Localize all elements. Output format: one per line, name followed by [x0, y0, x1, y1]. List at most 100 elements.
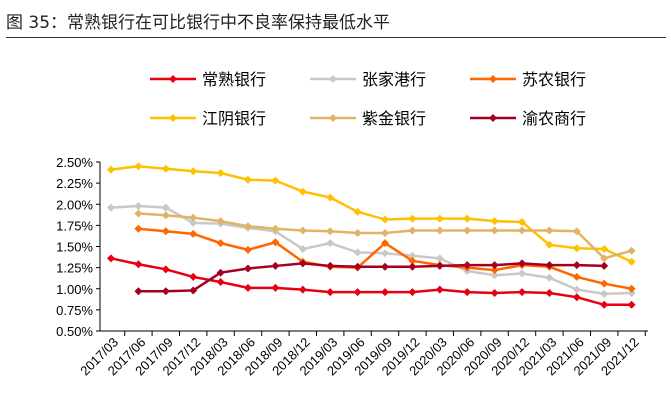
data-point: [572, 272, 581, 281]
series-line: [110, 257, 632, 307]
series-line: [110, 204, 632, 296]
legend-label: 渝农商行: [522, 109, 586, 128]
data-point: [572, 293, 581, 302]
data-point: [326, 261, 335, 270]
y-tick-label: 1.00%: [56, 282, 93, 297]
y-tick-label: 1.75%: [56, 218, 93, 233]
data-point: [271, 238, 280, 247]
legend-item: 常熟银行: [150, 70, 266, 89]
data-point: [490, 288, 499, 297]
y-tick-label: 1.25%: [56, 261, 93, 276]
data-point: [189, 229, 198, 238]
data-point: [134, 209, 143, 218]
y-tick-label: 2.25%: [56, 176, 93, 191]
data-point: [244, 222, 252, 231]
y-tick-label: 2.50%: [56, 155, 93, 170]
legend-label: 苏农银行: [522, 70, 586, 89]
data-point: [216, 217, 225, 226]
data-point: [435, 254, 444, 263]
data-point: [408, 251, 417, 260]
legend-item: 江阴银行: [150, 109, 266, 128]
y-tick-label: 0.50%: [56, 324, 93, 339]
data-point: [189, 272, 198, 281]
data-point: [107, 165, 115, 174]
data-point: [490, 261, 499, 270]
data-point: [161, 265, 170, 274]
data-point: [326, 227, 335, 236]
data-point: [189, 167, 198, 176]
data-point: [244, 264, 252, 273]
data-point: [518, 259, 526, 268]
data-point: [216, 268, 225, 277]
data-point: [408, 288, 417, 297]
data-point: [216, 239, 225, 248]
data-point: [353, 228, 362, 237]
data-point: [518, 269, 526, 278]
data-point: [545, 273, 554, 282]
data-point: [627, 300, 636, 309]
data-point: [161, 211, 170, 220]
data-point: [627, 288, 636, 297]
data-point: [627, 284, 636, 293]
y-tick-label: 1.50%: [56, 240, 93, 255]
data-point: [572, 227, 581, 236]
data-point: [435, 261, 444, 270]
data-point: [271, 261, 280, 270]
data-point: [600, 254, 609, 263]
data-point: [490, 271, 499, 280]
data-point: [490, 217, 499, 226]
data-point: [189, 213, 198, 222]
data-point: [435, 226, 444, 235]
legend-item: 张家港行: [310, 70, 426, 89]
legend-label: 张家港行: [362, 70, 426, 89]
legend-item: 紫金银行: [310, 109, 426, 128]
data-point: [600, 245, 609, 254]
chart-title: 图 35：常熟银行在可比银行中不良率保持最低水平: [6, 13, 391, 33]
data-point: [107, 254, 115, 263]
data-point: [545, 240, 554, 249]
series-line: [138, 262, 605, 293]
data-point: [298, 285, 307, 294]
data-point: [463, 261, 472, 270]
data-point: [244, 245, 252, 254]
data-point: [134, 287, 143, 296]
data-point: [216, 277, 225, 286]
data-point: [408, 262, 417, 271]
data-point: [463, 214, 472, 223]
data-point: [298, 226, 307, 235]
data-point: [545, 226, 554, 235]
data-point: [381, 288, 389, 297]
data-point: [408, 256, 417, 265]
data-point: [381, 239, 389, 248]
data-point: [161, 227, 170, 236]
data-point: [381, 215, 389, 224]
data-point: [298, 187, 307, 196]
data-point: [435, 285, 444, 294]
data-point: [271, 283, 280, 292]
data-point: [600, 289, 609, 298]
legend-item: 苏农银行: [470, 70, 586, 89]
data-point: [161, 287, 170, 296]
data-point: [189, 286, 198, 295]
series-line: [110, 164, 633, 263]
data-point: [134, 260, 143, 269]
legend-label: 江阴银行: [202, 109, 266, 128]
data-point: [463, 226, 472, 235]
data-point: [326, 239, 335, 248]
data-point: [134, 201, 143, 210]
data-point: [600, 261, 609, 270]
data-point: [216, 168, 225, 177]
data-point: [490, 266, 499, 275]
data-point: [134, 162, 143, 171]
data-point: [271, 224, 280, 233]
data-point: [490, 226, 499, 235]
data-point: [572, 261, 581, 270]
data-point: [161, 203, 170, 212]
data-point: [627, 246, 636, 255]
y-tick-label: 0.75%: [56, 303, 93, 318]
data-point: [353, 262, 362, 271]
y-tick-label: 2.00%: [56, 197, 93, 212]
data-point: [627, 257, 636, 266]
data-point: [244, 283, 252, 292]
